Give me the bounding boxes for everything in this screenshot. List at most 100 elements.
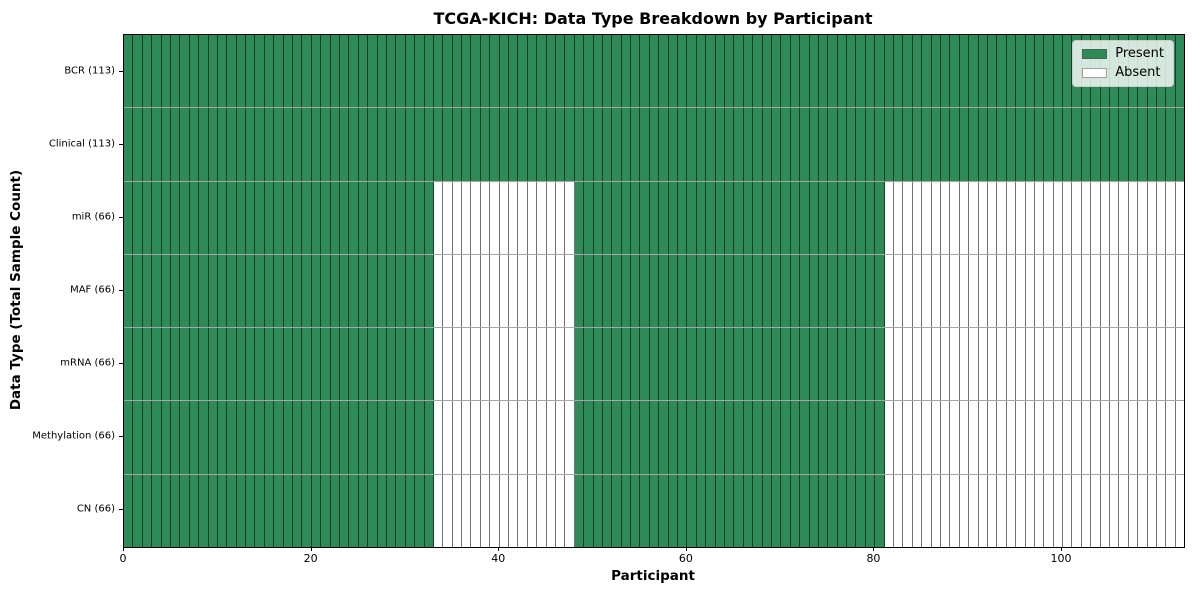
- heatmap-cell-present: [725, 181, 735, 254]
- heatmap-cell-present: [189, 254, 200, 328]
- heatmap-cell-present: [189, 181, 200, 254]
- heatmap-cell-present: [161, 474, 171, 547]
- heatmap-cell-absent: [1044, 328, 1054, 401]
- heatmap-cell-absent: [950, 181, 960, 254]
- heatmap-cell-present: [227, 401, 237, 474]
- heatmap-cell-present: [377, 108, 387, 181]
- heatmap-cell-present: [546, 35, 556, 108]
- heatmap-cell-present: [321, 474, 331, 547]
- heatmap-cell-absent: [1063, 181, 1073, 254]
- heatmap-cell-present: [189, 401, 200, 474]
- heatmap-cell-present: [800, 401, 810, 474]
- heatmap-cell-present: [574, 35, 585, 108]
- heatmap-cell-present: [537, 35, 547, 108]
- heatmap-cell-present: [246, 474, 256, 547]
- heatmap-cell-present: [358, 401, 369, 474]
- heatmap-cell-present: [358, 474, 369, 547]
- heatmap-cell-absent: [1053, 474, 1064, 547]
- heatmap-cell-present: [818, 401, 829, 474]
- heatmap-cell-absent: [912, 401, 923, 474]
- heatmap-cell-present: [274, 108, 284, 181]
- heatmap-cell-present: [368, 328, 378, 401]
- heatmap-cell-absent: [490, 328, 500, 401]
- heatmap-cell-absent: [978, 181, 988, 254]
- heatmap-cell-present: [405, 108, 416, 181]
- heatmap-cell-present: [743, 35, 754, 108]
- heatmap-cell-present: [612, 181, 622, 254]
- heatmap-cell-absent: [1063, 328, 1073, 401]
- heatmap-cell-present: [734, 328, 744, 401]
- heatmap-cell-absent: [452, 181, 463, 254]
- heatmap-cell-absent: [1006, 181, 1017, 254]
- heatmap-cell-present: [152, 181, 162, 254]
- heatmap-cell-present: [236, 401, 247, 474]
- heatmap-cell-present: [180, 328, 190, 401]
- heatmap-cell-present: [217, 254, 228, 328]
- heatmap-cell-present: [978, 108, 988, 181]
- heatmap-cell-present: [856, 328, 866, 401]
- heatmap-cell-present: [1091, 108, 1101, 181]
- heatmap-cell-present: [640, 474, 650, 547]
- heatmap-cell-present: [293, 108, 303, 181]
- heatmap-cell-present: [255, 181, 265, 254]
- heatmap-cell-present: [903, 35, 913, 108]
- heatmap-cell-present: [124, 254, 134, 328]
- heatmap-cell-present: [302, 328, 312, 401]
- heatmap-cell-absent: [1119, 474, 1129, 547]
- heatmap-cell-present: [875, 328, 885, 401]
- heatmap-cell-present: [349, 254, 359, 328]
- heatmap-cell-present: [424, 474, 434, 547]
- heatmap-cell-absent: [978, 328, 988, 401]
- heatmap-cell-present: [875, 401, 885, 474]
- heatmap-cell-present: [208, 328, 218, 401]
- heatmap-cell-present: [696, 35, 707, 108]
- heatmap-row-bcr: [124, 35, 1185, 109]
- heatmap-cell-present: [1025, 35, 1035, 108]
- heatmap-cell-absent: [1128, 401, 1139, 474]
- heatmap-cell-present: [828, 254, 838, 328]
- heatmap-cell-absent: [959, 254, 970, 328]
- heatmap-cell-present: [180, 474, 190, 547]
- heatmap-cell-absent: [1072, 474, 1082, 547]
- heatmap-cell-present: [368, 108, 378, 181]
- heatmap-cell-present: [959, 108, 970, 181]
- heatmap-cell-absent: [537, 181, 547, 254]
- heatmap-cell-absent: [922, 401, 932, 474]
- heatmap-cell-present: [311, 254, 322, 328]
- heatmap-cell-absent: [1091, 181, 1101, 254]
- heatmap-cell-present: [255, 254, 265, 328]
- heatmap-cell-present: [368, 35, 378, 108]
- heatmap-cell-present: [800, 181, 810, 254]
- heatmap-cell-absent: [987, 401, 998, 474]
- heatmap-cell-present: [790, 328, 801, 401]
- heatmap-cell-present: [330, 474, 340, 547]
- heatmap-cell-present: [602, 108, 613, 181]
- heatmap-cell-present: [659, 474, 669, 547]
- heatmap-cell-absent: [480, 401, 491, 474]
- heatmap-cell-present: [264, 181, 275, 254]
- heatmap-cell-absent: [1081, 254, 1092, 328]
- heatmap-cell-present: [584, 474, 594, 547]
- heatmap-cell-present: [706, 474, 716, 547]
- x-tick-mark: [123, 547, 124, 551]
- heatmap-cell-absent: [1063, 401, 1073, 474]
- heatmap-cell-present: [818, 108, 829, 181]
- heatmap-cell-present: [706, 401, 716, 474]
- heatmap-cell-present: [865, 254, 876, 328]
- heatmap-cell-absent: [555, 328, 566, 401]
- heatmap-cell-present: [790, 181, 801, 254]
- heatmap-cell-present: [199, 328, 209, 401]
- heatmap-cell-absent: [912, 474, 923, 547]
- y-tick-mark: [119, 290, 123, 291]
- heatmap-cell-present: [405, 401, 416, 474]
- heatmap-cell-absent: [1138, 254, 1148, 328]
- heatmap-cell-present: [828, 35, 838, 108]
- heatmap-cell-present: [706, 108, 716, 181]
- heatmap-cell-present: [574, 181, 585, 254]
- heatmap-cell-present: [602, 401, 613, 474]
- heatmap-cell-present: [818, 254, 829, 328]
- heatmap-cell-present: [621, 181, 632, 254]
- heatmap-cell-present: [762, 35, 772, 108]
- heatmap-cell-absent: [443, 254, 453, 328]
- heatmap-cell-absent: [443, 474, 453, 547]
